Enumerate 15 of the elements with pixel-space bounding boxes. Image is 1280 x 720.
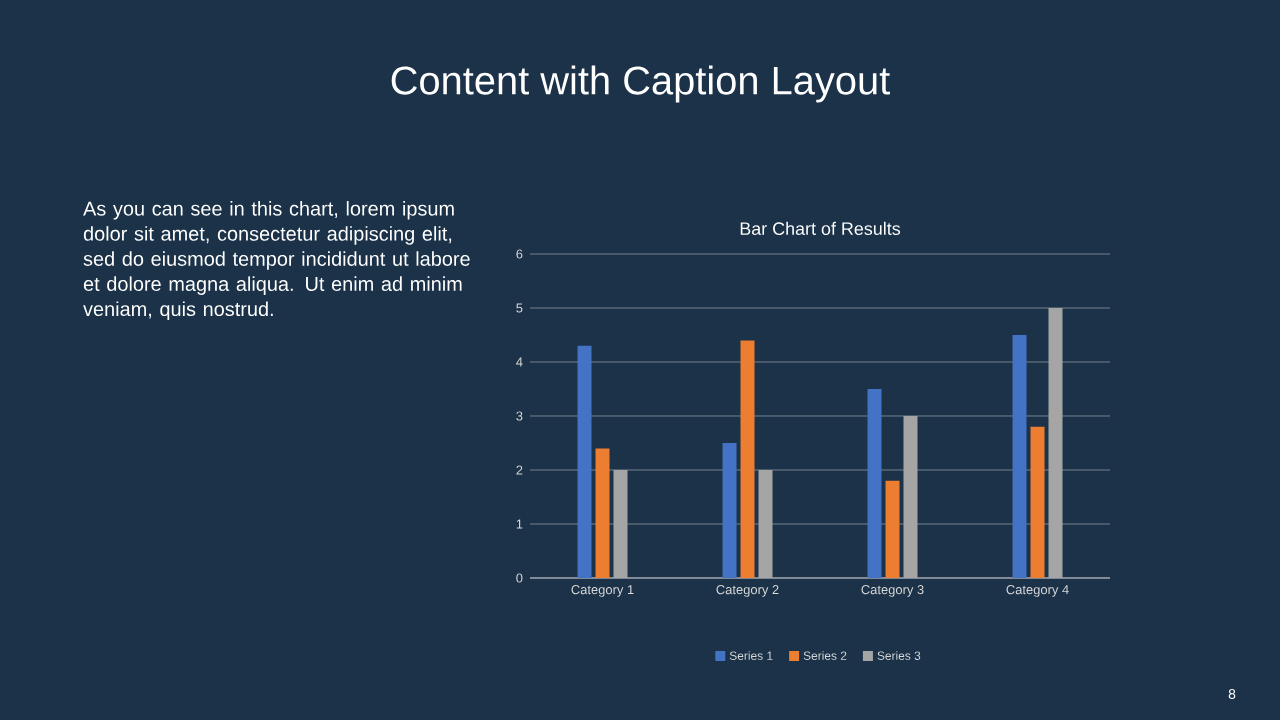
bar bbox=[1012, 334, 1027, 578]
chart-title: Bar Chart of Results bbox=[740, 221, 901, 236]
bar bbox=[1048, 307, 1063, 578]
bar bbox=[740, 340, 755, 578]
bar bbox=[867, 389, 882, 578]
bar bbox=[758, 470, 773, 578]
bar bbox=[1030, 426, 1045, 578]
bar bbox=[722, 443, 737, 578]
bar bbox=[595, 448, 610, 578]
bar bbox=[885, 480, 900, 578]
text: Content with Caption Layout bbox=[391, 65, 890, 103]
bar bbox=[903, 416, 918, 578]
bar bbox=[577, 345, 592, 578]
bar bbox=[613, 470, 628, 578]
text: As you can see in this chart, lorem ipsum dolor sit amet, consectetur adipiscing elit, sed do eiusmod tempor incididunt ut labore et dolore magna aliqua. Ut enim ad minim veniam, quis nostrud. bbox=[83, 201, 470, 321]
